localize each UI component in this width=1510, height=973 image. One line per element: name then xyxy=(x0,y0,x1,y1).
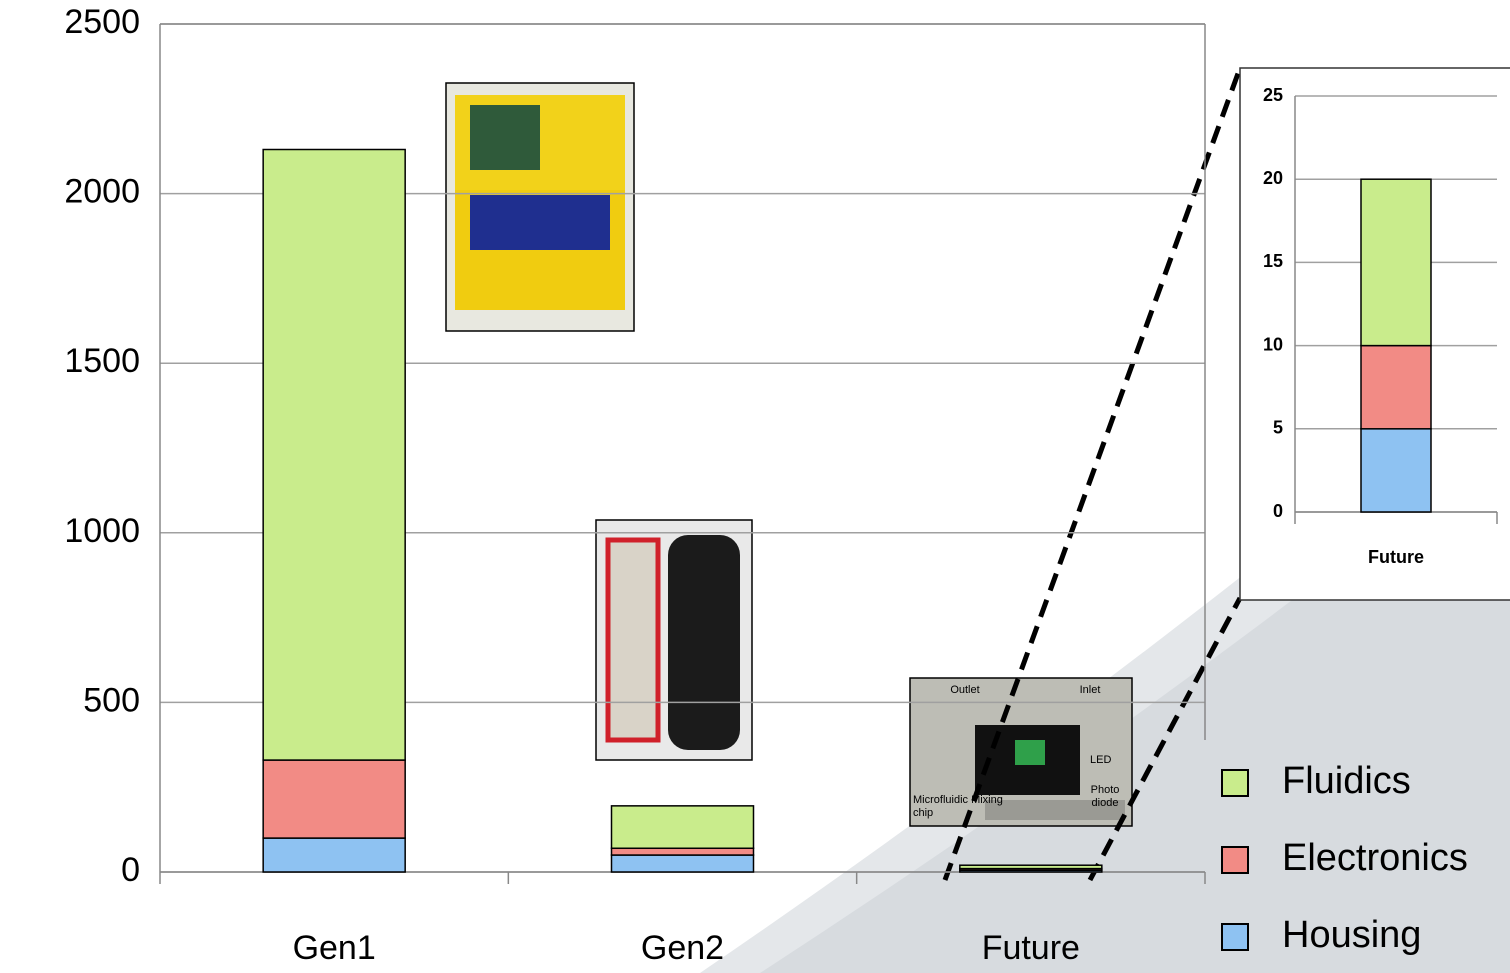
bar-segment xyxy=(1360,178,1432,347)
legend-label: Housing xyxy=(1282,914,1421,956)
background-swoosh xyxy=(760,430,1510,973)
bar-segment xyxy=(262,759,406,839)
x-tick-label: Gen2 xyxy=(641,929,724,967)
photo-annotation: LED xyxy=(1090,754,1111,766)
x-tick-label: Future xyxy=(982,929,1080,967)
photo-gen1 xyxy=(445,82,635,332)
legend-label: Fluidics xyxy=(1282,760,1411,802)
photo-annotation: Microfluidic Mixing chip xyxy=(913,794,1003,819)
photo-gen2 xyxy=(595,519,753,761)
y-tick-label: 1000 xyxy=(64,512,140,550)
x-tick-label: Gen1 xyxy=(293,929,376,967)
legend-swatch xyxy=(1221,846,1249,874)
x-tick-label: Future xyxy=(1368,547,1424,567)
y-tick-label: 0 xyxy=(121,851,140,889)
zoom-line xyxy=(942,67,1243,881)
y-tick-label: 2500 xyxy=(64,3,140,41)
y-tick-label: 25 xyxy=(1263,85,1283,105)
photo-annotation: Inlet xyxy=(1080,684,1101,696)
photo-annotation: Photo diode xyxy=(1091,784,1120,809)
y-tick-label: 0 xyxy=(1273,501,1283,521)
y-tick-label: 20 xyxy=(1263,168,1283,188)
bar-segment xyxy=(959,864,1103,870)
legend-swatch xyxy=(1221,769,1249,797)
y-tick-label: 15 xyxy=(1263,251,1283,271)
legend-swatch xyxy=(1221,923,1249,951)
bar-segment xyxy=(610,805,755,850)
y-tick-label: 500 xyxy=(83,681,140,719)
y-tick-label: 1500 xyxy=(64,342,140,380)
legend-label: Electronics xyxy=(1282,837,1468,879)
zoom-line xyxy=(1087,596,1243,882)
bar-segment xyxy=(262,837,406,873)
bar-segment xyxy=(610,854,755,873)
y-tick-label: 5 xyxy=(1273,418,1283,438)
bar-segment xyxy=(262,148,406,761)
photo-annotation: Outlet xyxy=(950,684,979,696)
y-tick-label: 10 xyxy=(1263,334,1283,354)
bar-segment xyxy=(1360,428,1432,513)
bar-segment xyxy=(610,847,755,856)
y-tick-label: 2000 xyxy=(64,173,140,211)
bar-segment xyxy=(1360,344,1432,430)
